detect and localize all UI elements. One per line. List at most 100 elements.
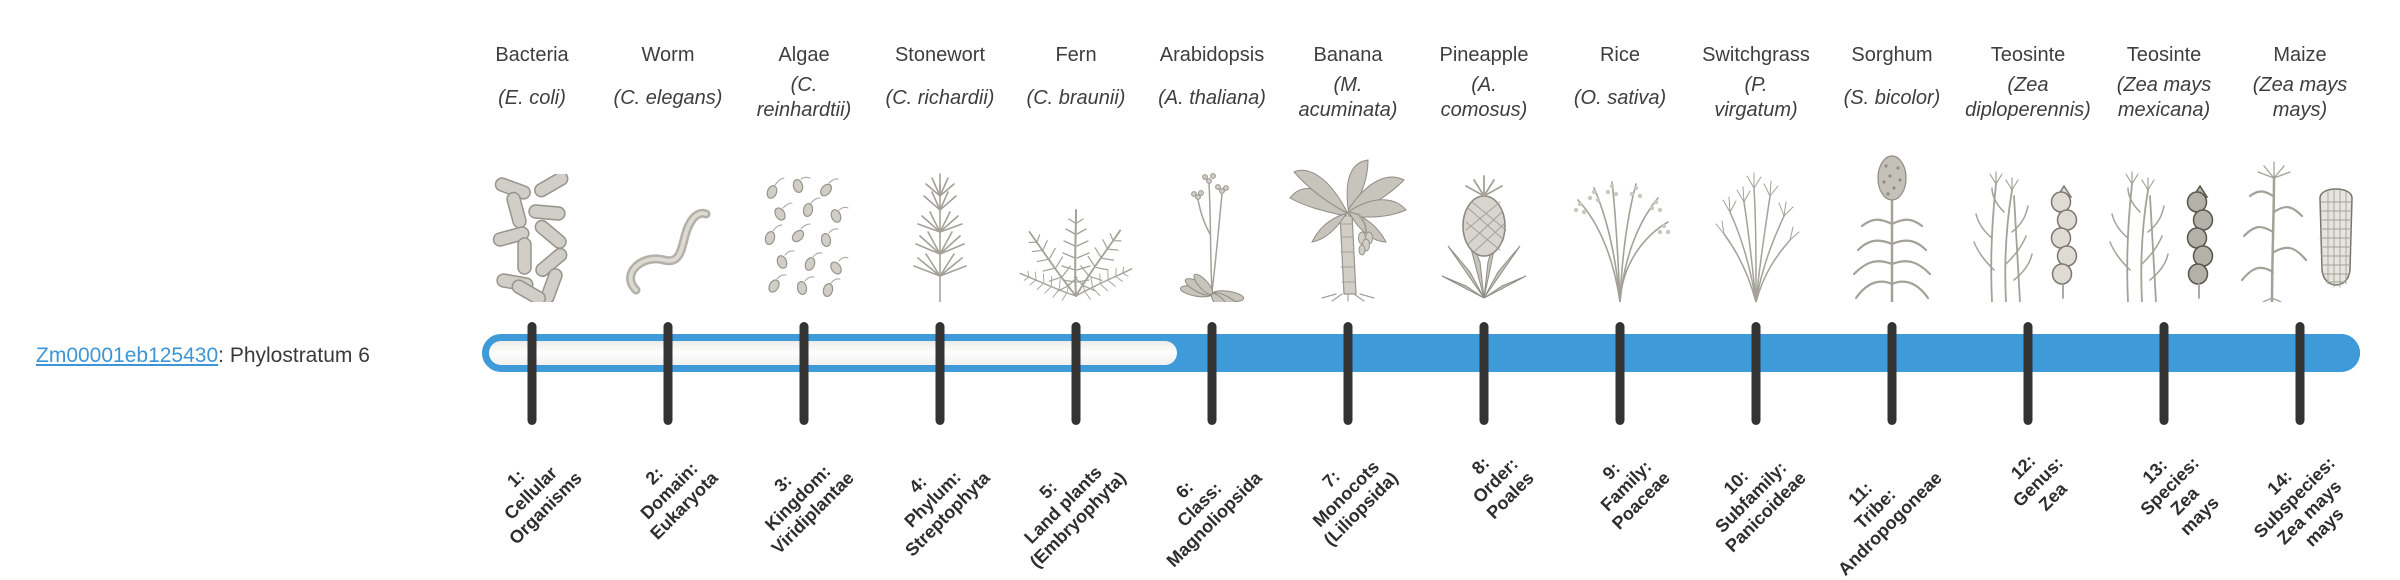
scientific-name-text: (S. bicolor) — [1843, 86, 1941, 109]
timeline-tick — [1479, 322, 1489, 425]
timeline-bar — [482, 334, 2360, 372]
scientific-name-text: (C. braunii) — [1026, 86, 1126, 109]
switchgrass-icon — [1715, 172, 1800, 302]
organism-scientific-name: (C. richardii) — [860, 70, 1020, 126]
organism-image — [2089, 168, 2239, 302]
gene-id-link[interactable]: Zm00001eb125430 — [36, 344, 219, 367]
phylostratum-label: 12: Genus: Zea — [2006, 450, 2071, 515]
organism-common-name: Maize — [2273, 44, 2327, 66]
fern-icon — [1016, 209, 1136, 302]
gene-annotation: : Phylostratum 6 — [218, 344, 370, 367]
teosinte-mexicana-icon — [2109, 171, 2214, 302]
timeline-tick — [527, 322, 537, 425]
organism-scientific-name: (Zea mays mexicana) — [2084, 70, 2244, 126]
organism-image — [1273, 159, 1423, 302]
phylostratum-label: 11: Tribe: Andropogoneae — [1834, 467, 1946, 580]
algae-icon — [764, 176, 849, 297]
worm-icon — [626, 208, 711, 295]
scientific-name-text: (C. reinhardtii) — [756, 74, 852, 121]
scientific-name-text: (E. coli) — [498, 86, 566, 109]
organism-scientific-name: (A. comosus) — [1404, 70, 1564, 126]
phylostratum-label: 9: Family: Poaceae — [1596, 456, 1674, 534]
scientific-name-text: (A. thaliana) — [1158, 86, 1266, 109]
organism-common-name: Teosinte — [1990, 44, 2066, 66]
organism-image — [457, 168, 607, 302]
organism-scientific-name: (Zea diploperennis) — [1948, 70, 2108, 126]
scientific-name-text: (C. elegans) — [613, 86, 723, 109]
timeline-tick — [2023, 322, 2033, 425]
organism-image — [2225, 161, 2375, 302]
organism-common-name: Stonewort — [894, 44, 986, 66]
organism-scientific-name: (C. reinhardtii) — [724, 70, 884, 126]
timeline-unfilled-track — [489, 341, 1177, 365]
organism-scientific-name: (C. elegans) — [588, 70, 748, 126]
organism-common-name: Worm — [641, 44, 695, 66]
teosinte-diploperennis-icon — [1973, 171, 2078, 302]
timeline-tick — [1615, 322, 1625, 425]
scientific-name-text: (A. comosus) — [1440, 74, 1528, 121]
organism-image — [593, 168, 743, 302]
scientific-name-text: (C. richardii) — [885, 86, 995, 109]
organism-scientific-name: (S. bicolor) — [1812, 70, 1972, 126]
organism-image — [1545, 168, 1695, 302]
organism-image — [1681, 168, 1831, 302]
scientific-name-text: (P. virgatum) — [1714, 74, 1798, 121]
organism-scientific-name: (A. thaliana) — [1132, 70, 1292, 126]
gene-label: Zm00001eb125430: Phylostratum 6 — [36, 344, 370, 368]
organism-image — [865, 168, 1015, 302]
organism-scientific-name: (Zea mays mays) — [2220, 70, 2380, 126]
organism-image — [729, 168, 879, 302]
organism-image — [1001, 168, 1151, 302]
stonewort-icon — [913, 173, 967, 302]
phylostratum-label: 10: Subfamily: Panicoideae — [1711, 457, 1810, 557]
arabidopsis-icon — [1179, 173, 1245, 302]
organism-image — [1817, 155, 1967, 302]
phylostratum-label: 3: Kingdom: Viridiplantae — [761, 461, 858, 558]
organism-common-name: Switchgrass — [1702, 44, 1810, 66]
timeline-tick — [2295, 322, 2305, 425]
organism-scientific-name: (P. virgatum) — [1676, 70, 1836, 126]
timeline-tick — [2159, 322, 2169, 425]
phylostratum-label: 13: Species: Zea mays — [2136, 452, 2223, 540]
organism-common-name: Pineapple — [1439, 44, 1529, 66]
organism-common-name: Teosinte — [2126, 44, 2202, 66]
phylostratum-label: 8: Order: Poales — [1467, 452, 1538, 523]
phylostratum-label: 4: Phylum: Streptophyta — [900, 466, 994, 561]
timeline-tick — [799, 322, 809, 425]
scientific-name-text: (M. acuminata) — [1298, 74, 1398, 121]
phylostratum-label: 14: Subspecies: Zea mays mays — [2249, 452, 2348, 551]
organism-image — [1409, 168, 1559, 302]
scientific-name-text: (Zea mays mays) — [2252, 74, 2348, 121]
phylostratum-label: 6: Class: Magnoliopsida — [1162, 467, 1266, 571]
phylostratum-label: 1: Cellular Organisms — [500, 462, 586, 549]
timeline-tick — [1071, 322, 1081, 425]
organism-image — [1953, 168, 2103, 302]
rice-icon — [1573, 181, 1671, 302]
pineapple-icon — [1441, 175, 1527, 299]
organism-common-name: Algae — [778, 44, 830, 66]
timeline-tick — [1343, 322, 1353, 425]
bacteria-icon — [492, 174, 569, 302]
scientific-name-text: (O. sativa) — [1573, 86, 1667, 109]
scientific-name-text: (Zea diploperennis) — [1965, 74, 2091, 121]
timeline-tick — [1751, 322, 1761, 425]
organism-image — [1137, 168, 1287, 302]
organism-common-name: Fern — [1055, 44, 1097, 66]
phylostratum-label: 7: Monocots (Liliopsida) — [1308, 456, 1402, 550]
organism-scientific-name: (E. coli) — [452, 70, 612, 126]
phylostratum-label: 5: Land plants (Embryophyta) — [1020, 462, 1130, 572]
organism-scientific-name: (O. sativa) — [1540, 70, 1700, 126]
timeline-tick — [1887, 322, 1897, 425]
timeline-tick — [935, 322, 945, 425]
phylostratum-label: 2: Domain: Eukaryota — [636, 458, 722, 544]
sorghum-icon — [1852, 155, 1932, 302]
timeline-tick — [663, 322, 673, 425]
timeline-outline — [482, 334, 2360, 372]
organism-common-name: Banana — [1313, 44, 1383, 66]
maize-icon — [2240, 161, 2353, 302]
timeline-tick — [1207, 322, 1217, 425]
organism-common-name: Arabidopsis — [1159, 44, 1265, 66]
organism-common-name: Bacteria — [495, 44, 569, 66]
organism-common-name: Sorghum — [1851, 44, 1933, 66]
